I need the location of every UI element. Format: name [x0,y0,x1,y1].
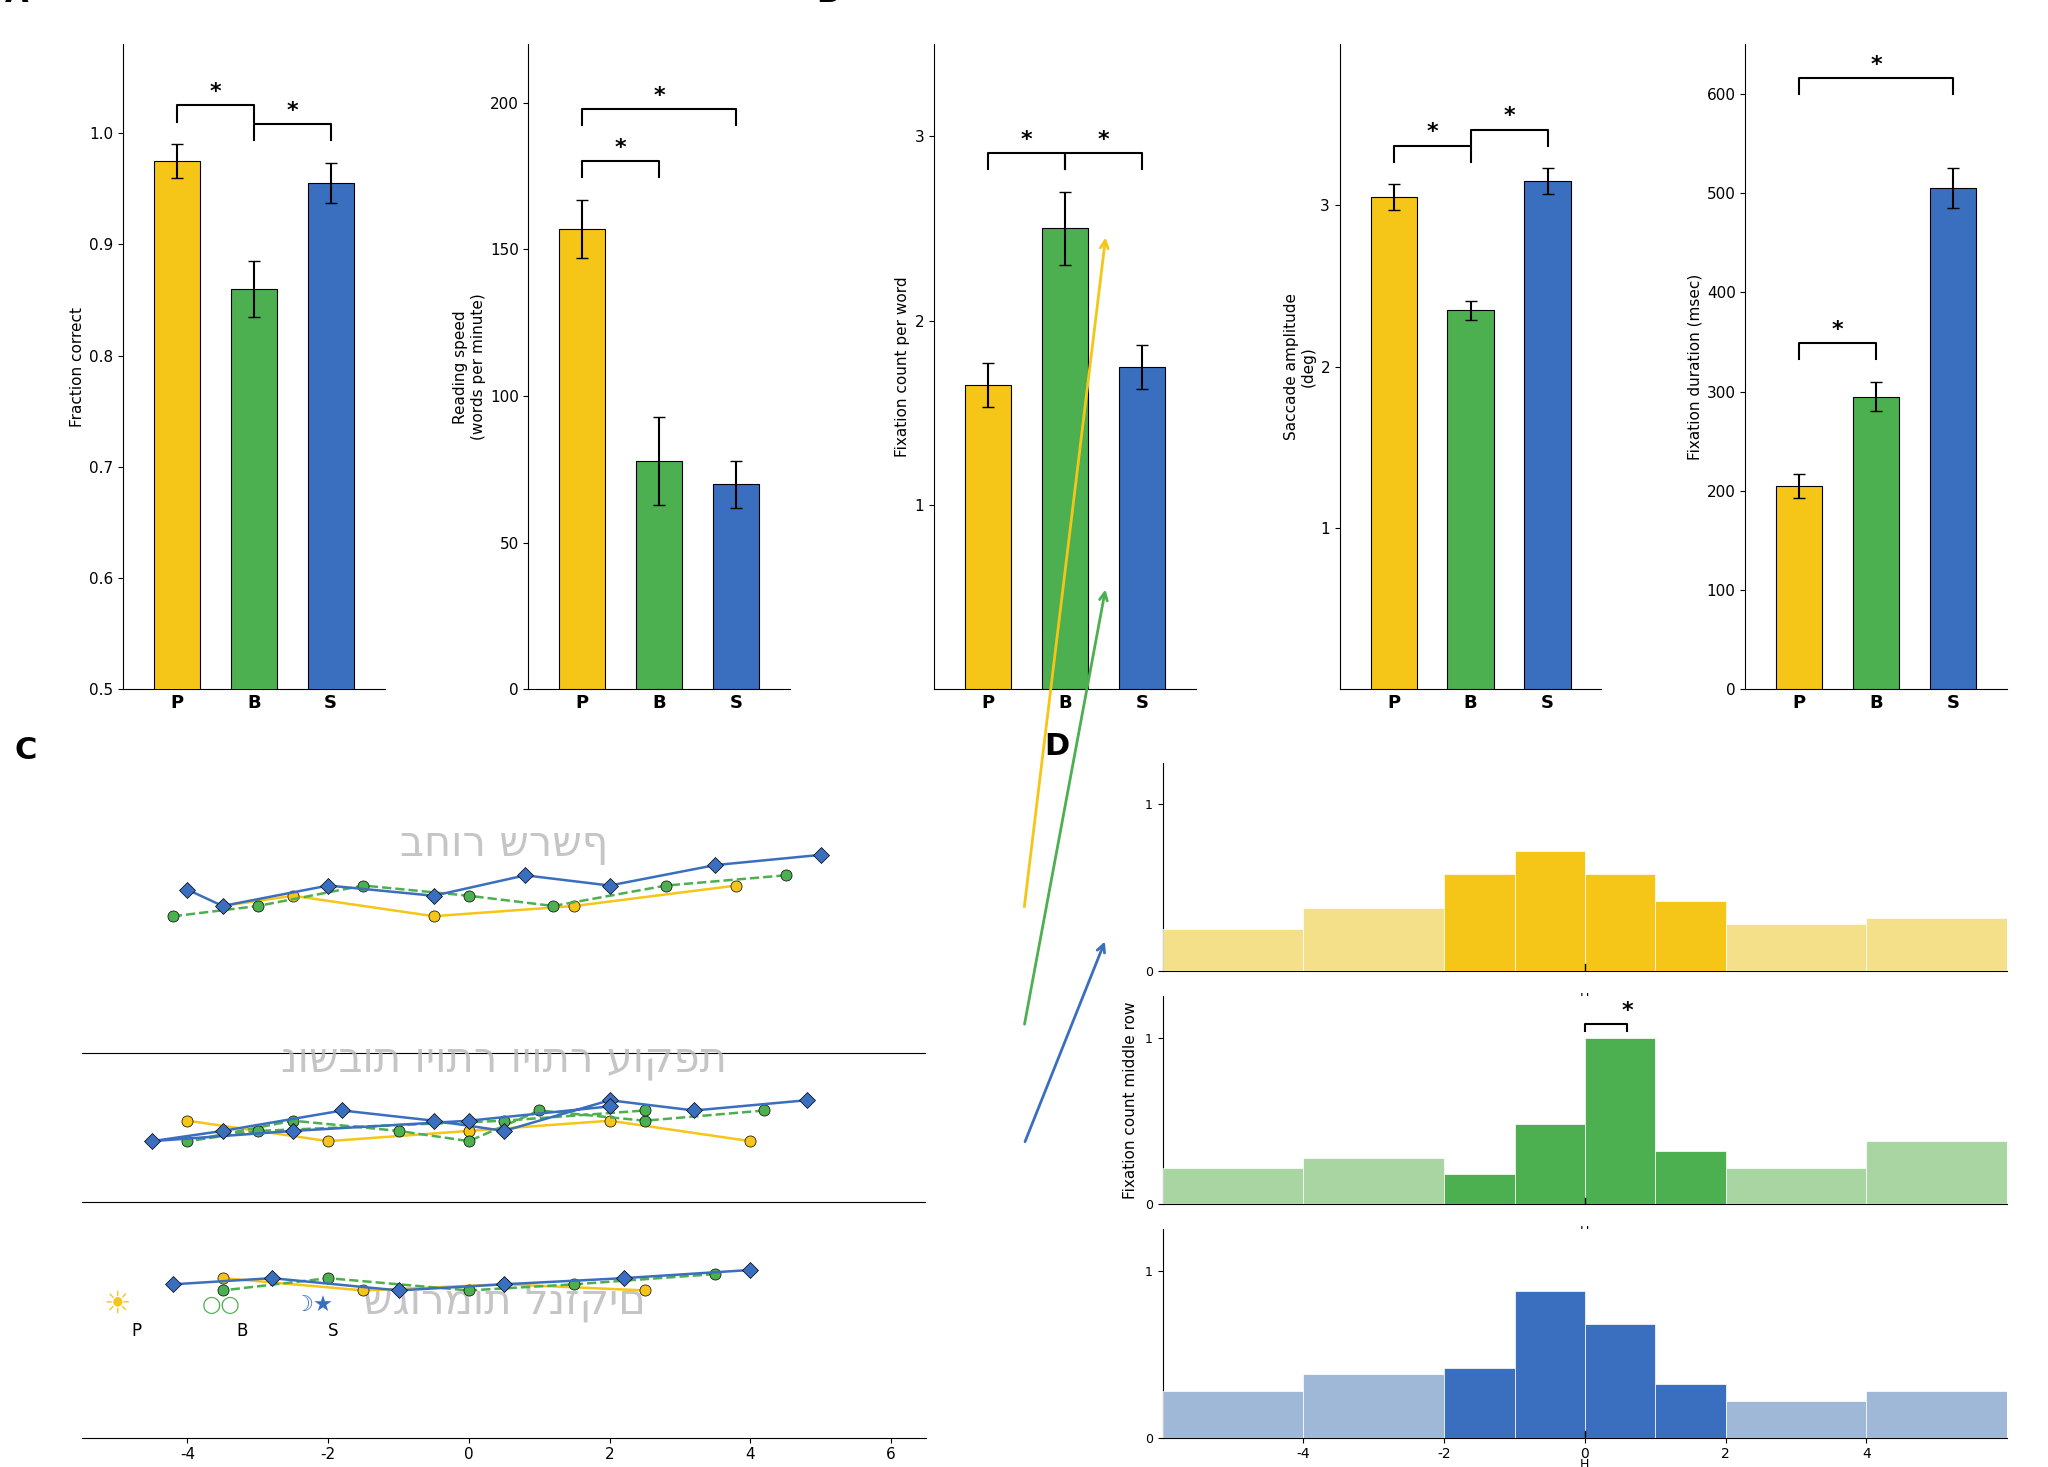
Text: *: * [1503,106,1516,126]
Bar [1118,367,1165,689]
Text: H: H [1581,1458,1589,1467]
Bar [307,183,354,1245]
Bar [1516,851,1585,971]
Text: ☽★: ☽★ [293,1295,334,1314]
Text: *: * [1831,320,1843,340]
Bar [1853,396,1898,689]
Text: H: H [1581,1225,1589,1238]
Y-axis label: Fixation count per word: Fixation count per word [895,276,911,458]
Bar [1303,1375,1444,1438]
Bar [1726,1401,1866,1438]
Bar [1655,1385,1726,1438]
Bar [1163,930,1303,971]
Bar [1655,901,1726,971]
Bar [1585,1325,1655,1438]
Bar [154,161,201,1245]
Text: H: H [1581,992,1589,1005]
Text: *: * [1870,54,1882,75]
Text: שגורמות לנזקים: שגורמות לנזקים [362,1282,645,1323]
Y-axis label: Fraction correct: Fraction correct [70,307,84,427]
Y-axis label: Fixation count middle row: Fixation count middle row [1122,1002,1139,1199]
Text: *: * [287,101,299,122]
Text: *: * [1020,129,1032,150]
Bar [1516,1124,1585,1204]
Text: ○○: ○○ [201,1295,240,1314]
Bar [1866,1391,2007,1438]
Bar [1303,908,1444,971]
Text: A: A [6,0,29,9]
Text: B: B [238,1322,248,1339]
Bar [965,386,1012,689]
Bar [1163,1168,1303,1204]
Y-axis label: Reading speed
(words per minute): Reading speed (words per minute) [453,293,485,440]
Bar [559,229,606,689]
Y-axis label: Saccade amplitude
(deg): Saccade amplitude (deg) [1284,293,1317,440]
Bar [1444,1175,1516,1204]
Bar [1866,1141,2007,1204]
Bar [1655,1152,1726,1204]
Bar [1866,918,2007,971]
Bar [1524,182,1571,689]
Bar [1303,1157,1444,1204]
Bar [1163,1391,1303,1438]
Bar [1448,311,1493,689]
Bar [1042,229,1087,689]
Text: נושבות ויותר ויותר עוקפת: נושבות ויותר ויותר עוקפת [281,1039,727,1081]
Bar [1585,874,1655,971]
Text: *: * [1425,122,1438,142]
Bar [1726,1168,1866,1204]
Bar [713,484,760,689]
Bar [1444,874,1516,971]
Text: *: * [653,87,666,106]
Text: ☀: ☀ [102,1289,131,1319]
Bar [1929,188,1976,689]
Bar [1370,197,1417,689]
Bar [1726,924,1866,971]
Text: B: B [817,0,840,9]
Text: *: * [1622,1000,1632,1021]
Text: P: P [131,1322,141,1339]
Bar [637,461,682,689]
Bar [1585,1037,1655,1204]
Text: *: * [1098,129,1110,150]
Text: *: * [614,138,627,157]
Text: בחור שרשף: בחור שרשף [399,823,608,866]
Bar [231,289,276,1245]
Bar [1776,486,1823,689]
Bar [1516,1291,1585,1438]
Text: S: S [328,1322,338,1339]
Text: C: C [14,736,37,764]
Bar [1444,1367,1516,1438]
Text: D: D [1044,732,1069,760]
Y-axis label: Fixation duration (msec): Fixation duration (msec) [1688,274,1702,459]
Text: *: * [209,82,221,103]
